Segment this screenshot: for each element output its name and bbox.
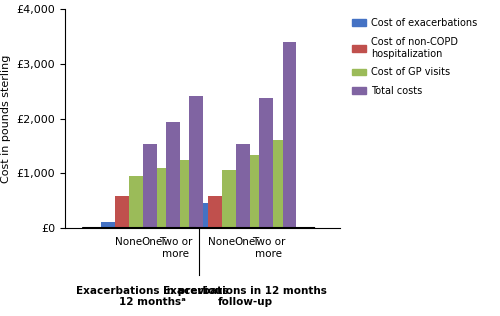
Bar <box>114 196 128 228</box>
Y-axis label: Cost in pounds sterling: Cost in pounds sterling <box>1 54 11 183</box>
Legend: Cost of exacerbations, Cost of non-COPD
hospitalization, Cost of GP visits, Tota: Cost of exacerbations, Cost of non-COPD … <box>348 14 481 100</box>
Bar <box>142 144 156 228</box>
Bar <box>231 185 245 228</box>
Bar <box>268 140 282 228</box>
Text: Exacerbations in 12 months
follow-up: Exacerbations in 12 months follow-up <box>164 286 327 307</box>
Bar <box>236 144 250 228</box>
Bar <box>162 182 175 228</box>
Bar <box>100 222 114 228</box>
Bar <box>194 203 208 228</box>
Bar <box>148 198 162 228</box>
Bar <box>166 122 180 228</box>
Bar <box>240 181 254 228</box>
Bar <box>218 203 231 228</box>
Bar <box>176 161 190 228</box>
Bar <box>208 196 222 228</box>
Bar <box>128 176 142 228</box>
Bar <box>124 217 138 228</box>
Bar <box>152 168 166 228</box>
Text: Exacerbations in previous
12 monthsᵃ: Exacerbations in previous 12 monthsᵃ <box>76 286 229 307</box>
Bar <box>254 172 268 228</box>
Bar <box>282 42 296 228</box>
Bar <box>245 155 259 228</box>
Bar <box>138 188 152 228</box>
Bar <box>190 96 203 228</box>
Bar <box>222 170 236 228</box>
Bar <box>259 98 273 228</box>
